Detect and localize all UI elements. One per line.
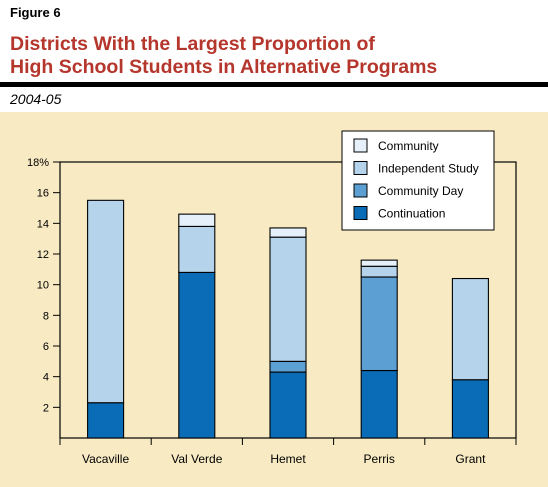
legend-swatch [353, 206, 368, 220]
x-category-label: Vacaville [82, 452, 129, 466]
legend-swatch [353, 138, 368, 153]
bar-segment-independent-study [269, 236, 307, 362]
chart-title-line-1: Districts With the Largest Proportion of [10, 33, 375, 55]
bar-segment-community [360, 259, 398, 267]
bar-segment-continuation [451, 379, 489, 439]
y-tick-label: 2 [43, 402, 49, 414]
x-category-label: Grant [455, 452, 486, 466]
x-category-label: Val Verde [171, 452, 222, 466]
figure-label: Figure 6 [10, 5, 61, 20]
chart-panel: 2 4 6 8 10 12 14 16 18% Vacaville Val Verde Hemet Pe… [0, 112, 548, 487]
chart-title: Districts With the Largest Proportion of… [10, 33, 437, 79]
legend-swatch [353, 161, 368, 175]
legend-label: Continuation [378, 207, 445, 221]
legend-label: Community Day [378, 184, 463, 198]
x-category-label: Perris [364, 452, 395, 466]
bar-segment-independent-study [87, 199, 125, 404]
bar-segment-continuation [360, 369, 398, 439]
y-tick-label: 6 [43, 341, 49, 353]
chart-subtitle: 2004-05 [10, 91, 62, 107]
stacked-bar-chart: 2 4 6 8 10 12 14 16 18% Vacaville Val Verde Hemet Pe… [27, 130, 517, 466]
title-divider [0, 82, 548, 87]
bar-segment-independent-study [178, 225, 216, 273]
bar-segment-community [178, 213, 216, 227]
bar-segment-continuation [269, 371, 307, 439]
y-tick-label: 18% [27, 157, 49, 169]
x-category-label: Hemet [270, 452, 306, 466]
y-tick-label: 10 [37, 280, 49, 292]
bar-segment-continuation [178, 271, 216, 439]
legend-label: Independent Study [378, 162, 479, 176]
legend-swatch [353, 183, 368, 198]
y-tick-label: 14 [37, 218, 49, 230]
legend-label: Community [378, 139, 439, 153]
bar-segment-community-day [269, 360, 307, 373]
bar-segment-community-day [360, 276, 398, 372]
y-tick-label: 8 [43, 310, 49, 322]
bar-segment-independent-study [360, 265, 398, 278]
y-tick-label: 16 [37, 188, 49, 200]
y-tick-label: 4 [43, 372, 49, 384]
bar-segment-community [269, 227, 307, 238]
y-tick-label: 12 [37, 249, 49, 261]
bar-segment-independent-study [451, 277, 489, 381]
chart-title-line-2: High School Students in Alternative Prog… [10, 56, 438, 78]
bar-segment-continuation [87, 402, 125, 439]
